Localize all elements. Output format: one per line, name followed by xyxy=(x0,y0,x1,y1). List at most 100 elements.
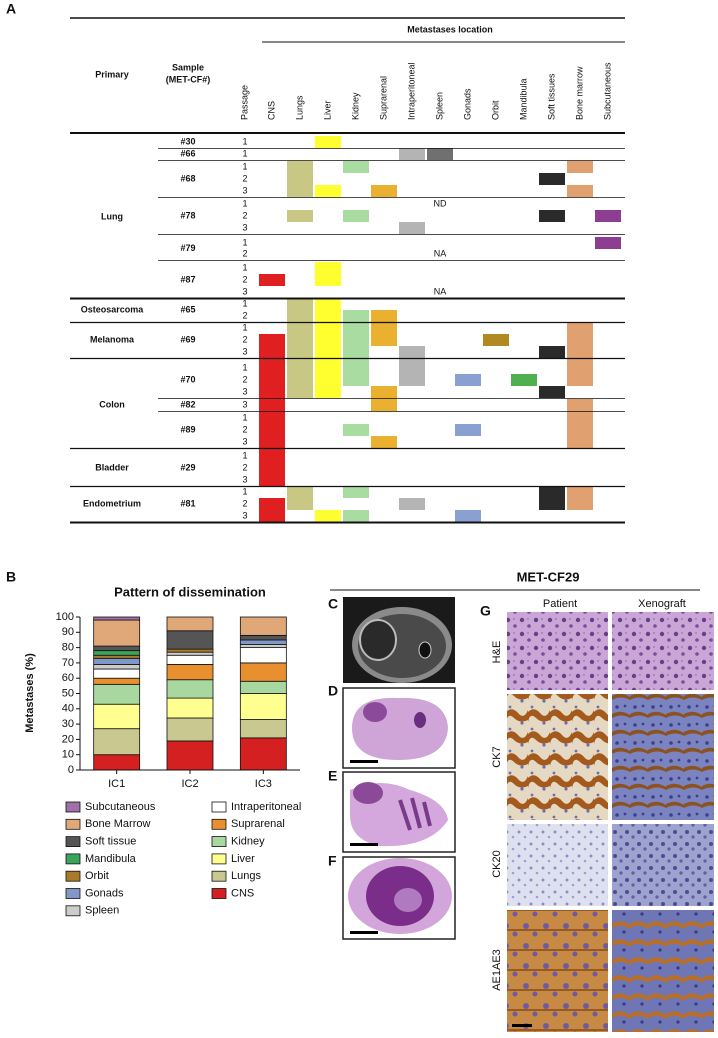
passage: 1 xyxy=(242,362,247,372)
histology-image xyxy=(342,856,456,940)
y-axis-label: Metastases (%) xyxy=(24,653,36,733)
bar-segment xyxy=(239,639,287,645)
bar-segment xyxy=(239,647,287,664)
micrograph xyxy=(612,694,714,820)
legend-label: Soft tissue xyxy=(85,836,136,848)
panel-label: A xyxy=(6,1,16,17)
bar-segment xyxy=(166,679,214,699)
column-label: Patient xyxy=(543,598,577,610)
legend-label: Gonads xyxy=(85,887,124,899)
row-label: AE1AE3 xyxy=(491,949,503,991)
passage: 2 xyxy=(242,248,247,258)
bar-segment xyxy=(93,619,141,647)
metastasis-cell xyxy=(343,486,369,498)
chart-title: Pattern of dissemination xyxy=(114,584,266,599)
x-tick-label: IC1 xyxy=(108,778,125,790)
metastasis-cell xyxy=(315,136,341,148)
panel-label: B xyxy=(6,569,16,585)
row-label: H&E xyxy=(491,641,503,664)
legend-label: Suprarenal xyxy=(231,818,285,830)
legend-swatch xyxy=(211,853,227,865)
note: NA xyxy=(434,286,447,296)
legend-swatch xyxy=(65,870,81,882)
sample: #69 xyxy=(180,334,195,344)
panel-label: F xyxy=(328,853,337,869)
passage: 2 xyxy=(242,334,247,344)
metastasis-cell xyxy=(343,510,369,522)
sample: #30 xyxy=(180,136,195,146)
metastasis-cell xyxy=(399,346,425,386)
metastasis-cell xyxy=(287,161,313,197)
legend-label: Lungs xyxy=(231,870,261,882)
bar-segment xyxy=(239,616,287,636)
bar-segment xyxy=(93,616,141,621)
y-tick-label: 80 xyxy=(62,642,74,654)
bar-segment xyxy=(93,754,141,771)
metastasis-cell xyxy=(455,374,481,386)
column-header: Suprarenal xyxy=(378,76,388,120)
passage: 3 xyxy=(242,399,247,409)
metastasis-cell xyxy=(259,274,285,286)
y-tick-label: 100 xyxy=(56,611,74,623)
panel-label: E xyxy=(328,768,337,784)
bar-segment xyxy=(166,648,214,653)
passage: 3 xyxy=(242,474,247,484)
bar-segment xyxy=(166,651,214,656)
passage: 1 xyxy=(242,198,247,208)
passage: 3 xyxy=(242,510,247,520)
sample: #82 xyxy=(180,399,195,409)
column-header: Kidney xyxy=(350,92,360,120)
sample: #68 xyxy=(180,173,195,183)
bar-segment xyxy=(93,677,141,685)
column-header: Bone marrow xyxy=(574,66,584,120)
bar-segment xyxy=(166,654,214,665)
column-header: Soft tissues xyxy=(546,73,556,120)
bar-segment xyxy=(93,664,141,670)
passage: 1 xyxy=(242,237,247,247)
passage: 1 xyxy=(242,148,247,158)
passage: 2 xyxy=(242,462,247,472)
sample: #79 xyxy=(180,243,195,253)
passage: 2 xyxy=(242,310,247,320)
primary: Osteosarcoma xyxy=(81,304,145,314)
passage: 1 xyxy=(242,136,247,146)
metastasis-cell xyxy=(539,386,565,398)
bar-segment xyxy=(239,680,287,694)
metastasis-cell xyxy=(371,436,397,448)
legend-label: Spleen xyxy=(85,905,119,917)
y-tick-label: 0 xyxy=(68,764,74,776)
metastasis-cell xyxy=(455,424,481,436)
metastasis-cell xyxy=(259,334,285,486)
figure-title: MET-CF29 xyxy=(517,569,580,584)
metastasis-cell xyxy=(343,210,369,222)
metastasis-cell xyxy=(343,310,369,386)
legend-swatch xyxy=(211,888,227,899)
metastasis-cell xyxy=(595,210,621,222)
passage: 2 xyxy=(242,210,247,220)
primary: Colon xyxy=(99,399,125,409)
legend-swatch xyxy=(65,836,81,847)
micrograph xyxy=(507,910,608,1032)
column-header: Sample xyxy=(172,62,204,72)
passage: 2 xyxy=(242,498,247,508)
histology-image xyxy=(342,771,456,853)
legend-swatch xyxy=(211,818,227,830)
sample: #81 xyxy=(180,498,195,508)
metastasis-cell xyxy=(483,334,509,346)
legend-swatch xyxy=(211,801,227,813)
metastasis-cell xyxy=(539,346,565,358)
micrograph xyxy=(612,910,714,1032)
note: ND xyxy=(434,198,447,208)
passage: 3 xyxy=(242,346,247,356)
x-tick-label: IC3 xyxy=(255,778,272,790)
panel-label: D xyxy=(328,683,338,699)
micrograph xyxy=(507,824,608,906)
bar-segment xyxy=(166,740,214,771)
column-header: Spleen xyxy=(434,92,444,120)
metastasis-cell xyxy=(399,498,425,510)
passage: 3 xyxy=(242,185,247,195)
primary: Melanoma xyxy=(90,334,135,344)
passage: 3 xyxy=(242,386,247,396)
passage: 1 xyxy=(242,412,247,422)
